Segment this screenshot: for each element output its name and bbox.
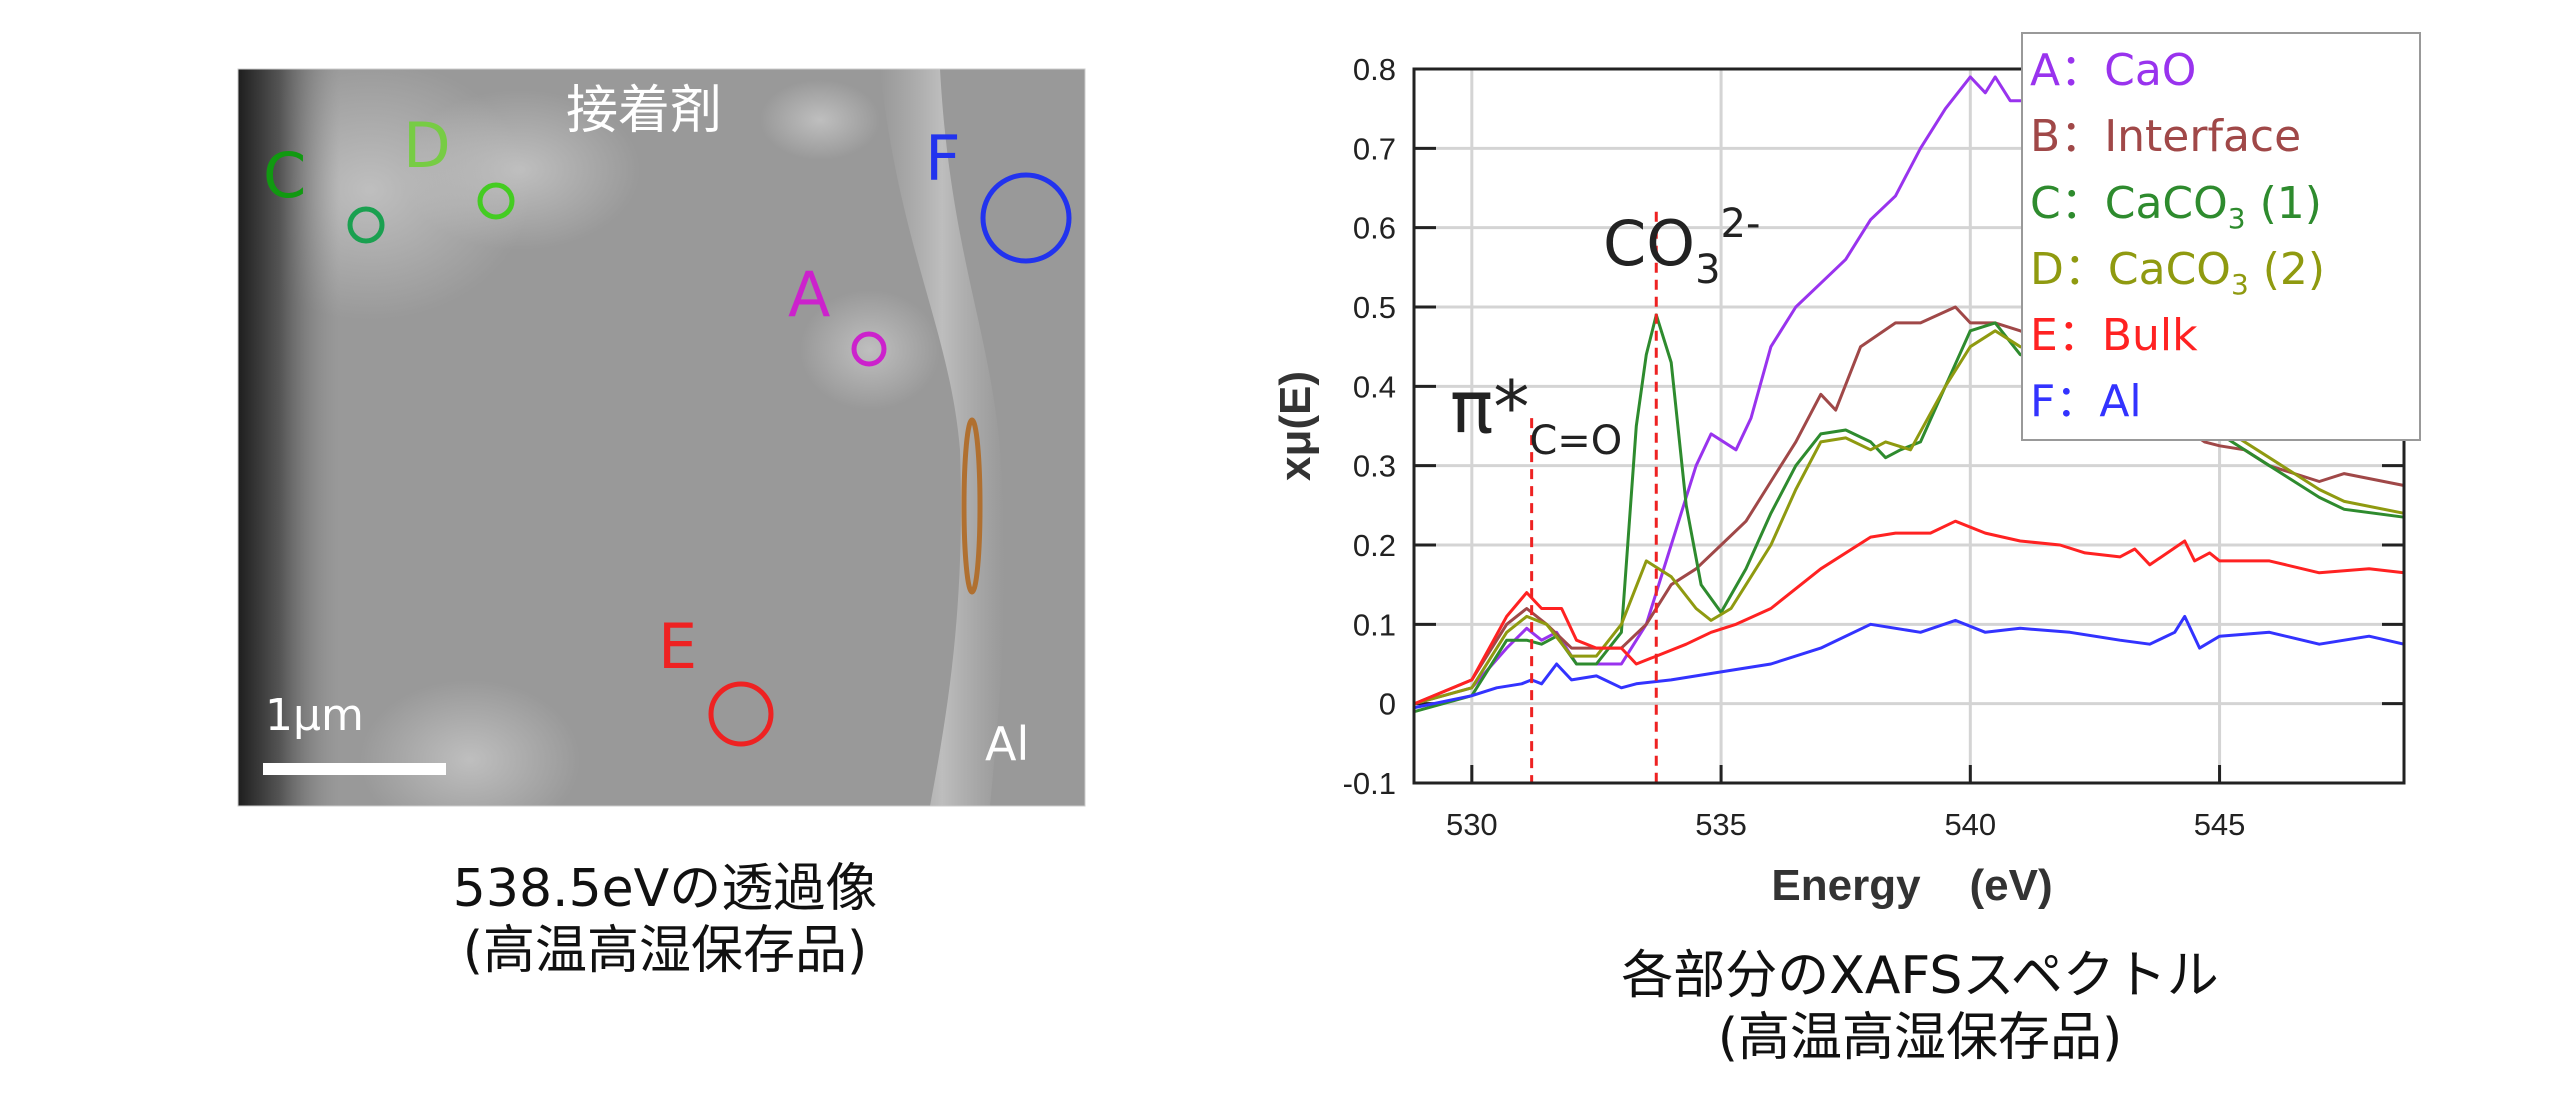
image-caption-line1: 538.5eVの透過像 xyxy=(452,859,878,919)
legend-letter: F xyxy=(2030,376,2055,427)
legend-entry-b: B：Interface xyxy=(2030,111,2301,162)
legend-entry-e: E：Bulk xyxy=(2030,310,2198,361)
y-axis-label: xμ(E) xyxy=(1271,371,1320,481)
legend-suffix: (2) xyxy=(2249,244,2325,295)
point-a-marker xyxy=(851,331,887,367)
legend-subscript: 3 xyxy=(2231,268,2249,301)
region-label-adhesive: 接着剤 xyxy=(566,81,722,141)
point-d-label: D xyxy=(403,109,451,182)
legend-entry-a: A：CaO xyxy=(2030,45,2196,96)
y-tick-label: 0.4 xyxy=(1353,369,1396,404)
legend-letter: D xyxy=(2030,244,2064,295)
peak-annotations: π*C=O CO32- xyxy=(1450,201,1760,783)
legend-name: Al xyxy=(2099,376,2141,427)
point-f-marker xyxy=(980,172,1072,264)
image-caption-line2: (高温高湿保存品) xyxy=(462,921,868,982)
series-line-e xyxy=(1413,519,2405,706)
legend-name: Bulk xyxy=(2102,310,2198,361)
pi-star-label: π*C=O xyxy=(1450,365,1622,464)
legend-separator: ： xyxy=(2061,178,2105,229)
spectrum-caption: 各部分のXAFSスペクトル (高温高湿保存品) xyxy=(1621,945,2219,1070)
x-tick-label: 545 xyxy=(2194,807,2246,842)
legend-suffix: (1) xyxy=(2246,178,2322,229)
legend-separator: ： xyxy=(2060,45,2104,96)
legend-separator: ： xyxy=(2064,244,2108,295)
legend-name: Interface xyxy=(2104,111,2301,162)
y-tick-label: 0.2 xyxy=(1353,528,1396,563)
scale-bar-label: 1μm xyxy=(265,690,364,741)
legend-name: CaCO xyxy=(2108,244,2231,295)
series-line-f xyxy=(1414,614,2405,710)
metal-label-al: Al xyxy=(985,717,1029,771)
axis-ticks: -0.1 0 0.1 0.2 0.3 0.4 0.5 0.6 0.7 0.8 530 535 540 54… xyxy=(1343,52,2404,842)
point-c-marker xyxy=(347,206,385,244)
y-tick-label: 0.8 xyxy=(1353,52,1396,87)
x-tick-label: 530 xyxy=(1446,807,1498,842)
x-tick-label: 535 xyxy=(1695,807,1747,842)
legend-subscript: 3 xyxy=(2228,202,2246,235)
point-d-marker xyxy=(477,182,515,220)
series-line-a xyxy=(1414,75,2046,706)
y-tick-label: 0 xyxy=(1379,687,1396,722)
point-c-label: C xyxy=(263,139,306,212)
legend-letter: E xyxy=(2030,310,2058,361)
point-a-label: A xyxy=(788,258,830,331)
legend-entry-c: C：CaCO3 (1) xyxy=(2030,178,2322,235)
legend-name: CaO xyxy=(2104,45,2196,96)
y-tick-label: 0.6 xyxy=(1353,211,1396,246)
x-tick-label: 540 xyxy=(1944,807,1996,842)
legend-name: CaCO xyxy=(2105,178,2228,229)
point-e-label: E xyxy=(658,610,697,683)
legend-letter: B xyxy=(2030,111,2060,162)
scale-bar xyxy=(263,763,446,775)
legend-separator: ： xyxy=(2058,310,2102,361)
legend-separator: ： xyxy=(2060,111,2104,162)
spectrum-caption-line1: 各部分のXAFSスペクトル xyxy=(1621,946,2219,1006)
y-tick-label: -0.1 xyxy=(1343,766,1396,801)
legend-letter: C xyxy=(2030,178,2061,229)
spectrum-caption-line2: (高温高湿保存品) xyxy=(1717,1008,2123,1069)
legend-entry-f: F：Al xyxy=(2030,376,2142,427)
point-e-marker xyxy=(708,681,774,747)
legend-separator: ： xyxy=(2055,376,2099,427)
legend-entry-d: D：CaCO3 (2) xyxy=(2030,244,2325,301)
x-axis-label: Energy (eV) xyxy=(1771,861,2052,910)
y-tick-label: 0.5 xyxy=(1353,290,1396,325)
y-tick-label: 0.1 xyxy=(1353,607,1396,642)
series-line-b xyxy=(1413,305,2405,706)
legend-letter: A xyxy=(2030,45,2060,96)
point-b-interface-marker xyxy=(961,417,983,595)
point-f-label: F xyxy=(925,122,961,195)
carbonate-label: CO32- xyxy=(1603,201,1760,293)
y-tick-label: 0.7 xyxy=(1353,131,1396,166)
image-caption: 538.5eVの透過像 (高温高湿保存品) xyxy=(453,858,877,983)
y-tick-label: 0.3 xyxy=(1353,449,1396,484)
